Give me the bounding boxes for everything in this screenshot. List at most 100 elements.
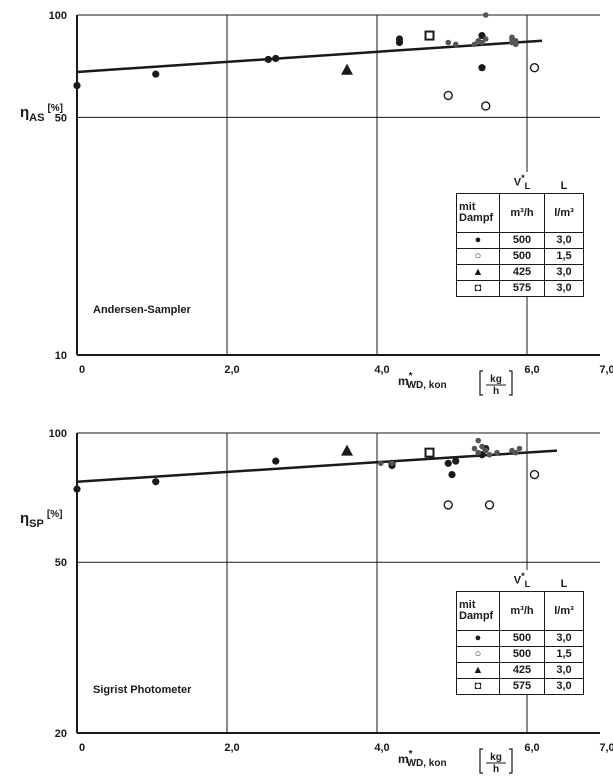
data-point-small-dot bbox=[494, 449, 500, 456]
legend-col3-unit: l/m³ bbox=[544, 192, 584, 233]
legend-row: ● 500 3,0 bbox=[456, 629, 584, 647]
unit-bracket-right bbox=[509, 370, 513, 396]
x-unit-numerator: kg bbox=[490, 374, 502, 385]
legend-v: 425 bbox=[499, 263, 545, 281]
legend-v: 500 bbox=[499, 231, 545, 249]
legend-sigrist: V*L L mit Dampf m³/h l/m³ ● 500 3,0 ○ 500… bbox=[456, 570, 584, 695]
legend-col2-top: V*L bbox=[499, 570, 545, 592]
legend-v: 575 bbox=[499, 677, 545, 695]
y-tick-label: 50 bbox=[55, 557, 67, 569]
data-point-small-dot bbox=[512, 41, 519, 48]
data-point-triangle bbox=[341, 444, 353, 456]
data-point-open-circle bbox=[443, 90, 453, 101]
legend-l: 3,0 bbox=[544, 279, 584, 297]
x-axis-label: m* WD, kon bbox=[398, 371, 447, 391]
legend-symbol: ◘ bbox=[456, 279, 500, 297]
data-point-open-square bbox=[424, 30, 435, 41]
legend-symbol: ◘ bbox=[456, 677, 500, 695]
data-point-filled-circle bbox=[448, 470, 456, 479]
data-point-small-dot bbox=[479, 443, 485, 450]
x-tick-label: 4,0 bbox=[374, 742, 389, 754]
y-tick-label: 100 bbox=[49, 428, 67, 440]
data-point-small-dot bbox=[482, 447, 489, 454]
trend-line bbox=[76, 449, 558, 483]
data-point-small-dot bbox=[471, 41, 478, 48]
x-unit-denominator: h bbox=[493, 386, 499, 397]
data-point-filled-circle bbox=[478, 64, 486, 72]
data-point-triangle bbox=[341, 63, 353, 75]
data-point-small-dot bbox=[475, 437, 482, 444]
y-tick-label: 50 bbox=[55, 112, 67, 124]
legend-symbol: ▲ bbox=[456, 661, 500, 679]
legend-col2-top: V*L bbox=[499, 172, 545, 194]
legend-l: 3,0 bbox=[544, 661, 584, 679]
y-axis-label: ηSP[%] bbox=[20, 509, 62, 530]
legend-mit-dampf: mit Dampf bbox=[456, 192, 500, 233]
data-point-small-dot bbox=[479, 39, 485, 46]
legend-col2-unit: m³/h bbox=[499, 192, 545, 233]
legend-l: 3,0 bbox=[544, 263, 584, 281]
legend-symbol: ▲ bbox=[456, 263, 500, 281]
data-point-small-dot bbox=[452, 41, 459, 48]
data-point-small-dot bbox=[482, 12, 489, 18]
legend-andersen: V*L L mit Dampf m³/h l/m³ ● 500 3,0 ○ 500… bbox=[456, 172, 584, 297]
legend-col3-top: L bbox=[544, 570, 584, 592]
x-unit-numerator: kg bbox=[490, 752, 502, 763]
legend-row: ◘ 575 3,0 bbox=[456, 677, 584, 695]
legend-symbol: ● bbox=[456, 231, 500, 249]
legend-symbol: ● bbox=[456, 629, 500, 647]
x-tick-label: 2,0 bbox=[224, 742, 239, 754]
data-point-filled-circle bbox=[395, 35, 404, 43]
y-tick-label: 20 bbox=[55, 728, 67, 740]
legend-v: 500 bbox=[499, 247, 545, 265]
legend-v: 425 bbox=[499, 661, 545, 679]
legend-row: ▲ 425 3,0 bbox=[456, 263, 584, 281]
chart-panel-2: 20 50 100 0 2,0 4,0 6,0 7,0 ηSP[%] m* WD, kon kgh Si… bbox=[20, 428, 613, 775]
legend-row: ○ 500 1,5 bbox=[456, 645, 584, 663]
data-point-small-dot bbox=[445, 39, 452, 46]
legend-col2-unit: m³/h bbox=[499, 590, 545, 631]
data-point-filled-circle bbox=[264, 55, 272, 64]
legend-row: ● 500 3,0 bbox=[456, 231, 584, 249]
data-point-small-dot bbox=[482, 36, 489, 42]
data-point-filled-circle bbox=[444, 459, 452, 467]
plot-name-label: Andersen-Sampler bbox=[93, 304, 192, 316]
x-tick-label: 0 bbox=[79, 742, 85, 754]
legend-symbol: ○ bbox=[456, 645, 500, 663]
x-tick-label: 2,0 bbox=[224, 364, 239, 376]
data-point-filled-circle bbox=[152, 478, 160, 486]
unit-bracket-left bbox=[479, 370, 483, 396]
data-point-open-circle bbox=[484, 500, 495, 510]
data-point-small-dot bbox=[475, 449, 482, 456]
legend-l: 3,0 bbox=[544, 629, 584, 647]
legend-row: ◘ 575 3,0 bbox=[456, 279, 584, 297]
y-tick-label: 100 bbox=[49, 10, 67, 22]
legend-col3-top: L bbox=[544, 172, 584, 194]
x-tick-label: 7,0 bbox=[599, 364, 613, 376]
y-axis-label: ηAS[%] bbox=[20, 103, 63, 124]
data-point-open-circle bbox=[481, 101, 491, 111]
legend-v: 500 bbox=[499, 645, 545, 663]
data-point-open-circle bbox=[443, 500, 453, 510]
unit-bracket-right bbox=[509, 748, 513, 774]
x-tick-label: 6,0 bbox=[524, 742, 539, 754]
legend-col3-unit: l/m³ bbox=[544, 590, 584, 631]
data-point-small-dot bbox=[471, 445, 478, 452]
data-point-small-dot bbox=[389, 460, 395, 467]
plot-name-label: Sigrist Photometer bbox=[93, 684, 192, 696]
x-axis-label: m* WD, kon bbox=[398, 749, 447, 769]
legend-mit-dampf: mit Dampf bbox=[456, 590, 500, 631]
data-point-small-dot bbox=[512, 449, 519, 456]
x-tick-label: 0 bbox=[79, 364, 85, 376]
unit-bracket-left bbox=[479, 748, 483, 774]
x-tick-label: 6,0 bbox=[524, 364, 539, 376]
x-tick-label: 7,0 bbox=[599, 742, 613, 754]
data-point-filled-circle bbox=[73, 485, 81, 493]
data-point-filled-circle bbox=[272, 54, 280, 63]
trend-line bbox=[76, 39, 543, 74]
legend-l: 3,0 bbox=[544, 231, 584, 249]
data-point-filled-circle bbox=[73, 81, 81, 90]
data-point-small-dot bbox=[486, 451, 493, 458]
x-unit-denominator: h bbox=[493, 764, 499, 775]
